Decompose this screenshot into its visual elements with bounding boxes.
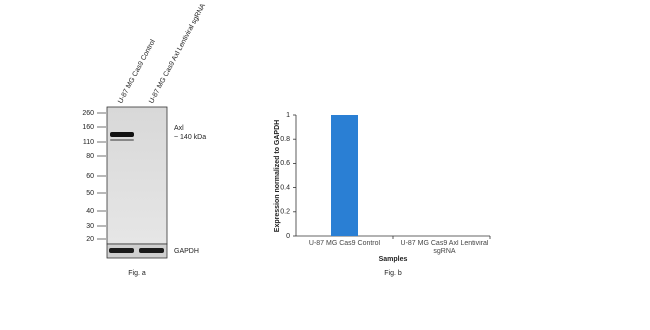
x-tick-label: U-87 MG Cas9 Axl Lentiviral sgRNA [400,240,489,255]
bar [331,115,358,236]
x-axis-label: Samples [379,256,408,263]
western-blot: U-87 MG Cas9 Control U-87 MG Cas9 Axl Le… [106,2,207,277]
y-tick-label: 0.2 [280,209,290,216]
marker-label: 40 [86,208,94,215]
marker-label: 160 [82,124,94,131]
marker-label: 60 [86,173,94,180]
blot-membrane [106,106,168,245]
y-tick-label: 0.4 [280,184,290,191]
caption: Fig. a [128,270,146,277]
caption: Fig. b [384,270,402,277]
x-tick-label-box: U-87 MG Cas9 Control [308,240,381,247]
y-tick-label: 1 [286,112,290,119]
loading-label: GAPDH [174,248,199,255]
band [110,139,134,141]
x-tick-label-box: U-87 MG Cas9 Axl Lentiviral sgRNA [400,240,489,255]
y-axis-label: Expression normalized to GAPDH [274,120,281,232]
band [110,132,134,137]
target-size: ~ 140 kDa [174,134,206,141]
marker-label: 260 [82,110,94,117]
band [139,248,164,253]
marker-label: 50 [86,190,94,197]
marker-label: 30 [86,223,94,230]
marker-label: 110 [83,139,94,146]
x-tick-label: U-87 MG Cas9 Control [308,240,381,247]
y-tick-label: 0 [286,233,290,240]
marker-label: 20 [86,236,94,243]
gapdh-membrane [106,243,168,259]
y-tick-label: 0.8 [280,136,290,143]
band [109,248,134,253]
target-label: Axl [174,125,184,132]
lane-label: U-87 MG Cas9 Axl Lentiviral sgRNA [148,2,207,105]
marker-label: 80 [86,153,94,160]
y-tick-label: 0.6 [280,160,290,167]
